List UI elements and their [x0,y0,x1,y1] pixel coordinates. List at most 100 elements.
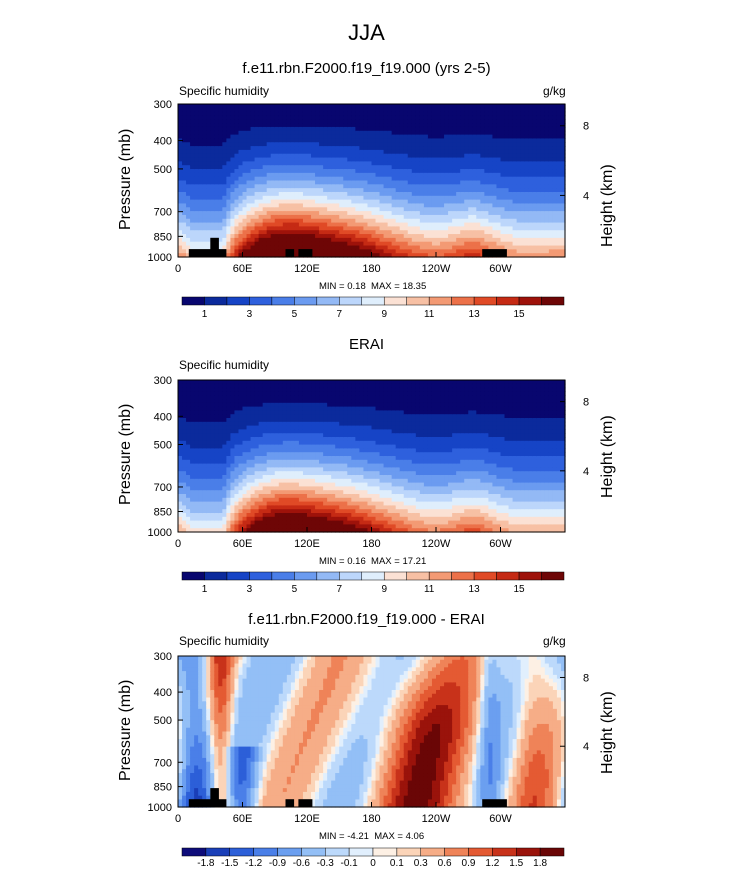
heatmap-cell [186,467,191,472]
heatmap-cell [274,520,280,525]
heatmap-cell [234,528,240,533]
heatmap-cell [367,218,373,224]
heatmap-cell [210,176,215,182]
heatmap-cell [544,176,550,182]
heatmap-cell [484,126,490,132]
heatmap-cell [230,134,236,140]
heatmap-cell [262,429,268,434]
heatmap-cell [190,440,195,446]
heatmap-cell [178,418,183,423]
heatmap-cell [270,104,276,109]
heatmap-cell [182,494,187,499]
heatmap-cell [178,410,183,415]
heatmap-cell [298,169,304,174]
heatmap-cell [488,172,494,178]
heatmap-cell [266,497,272,503]
heatmap-cell [520,226,526,231]
heatmap-cell [528,230,534,235]
heatmap-cell [391,226,397,231]
heatmap-cell [290,203,296,208]
heatmap-cell [190,176,195,182]
heatmap-cell [202,448,207,453]
heatmap-cell [544,115,550,120]
heatmap-cell [242,478,248,484]
heatmap-cell [371,123,377,128]
heatmap-cell [480,126,485,132]
heatmap-cell [262,149,268,155]
heatmap-cell [387,180,393,185]
heatmap-cell [270,471,276,476]
heatmap-cell [512,191,518,197]
heatmap-cell [508,230,514,235]
heatmap-cell [343,123,348,128]
heatmap-cell [226,467,232,472]
heatmap-cell [278,380,284,385]
heatmap-cell [218,226,223,231]
heatmap-cell [423,241,429,247]
heatmap-cell [254,478,260,484]
heatmap-cell [214,391,219,396]
heatmap-cell [222,456,227,461]
heatmap-cell [456,123,461,128]
heatmap-cell [286,234,292,239]
heatmap-cell [262,383,268,389]
heatmap-cell [234,505,240,510]
heatmap-cell [298,149,304,155]
heatmap-cell [339,138,344,143]
heatmap-cell [351,104,356,109]
heatmap-cell [391,138,397,143]
heatmap-cell [246,146,252,151]
heatmap-cell [311,249,316,254]
heatmap-cell [339,230,344,235]
heatmap-cell [407,207,413,212]
heatmap-cell [206,214,211,220]
heatmap-cell [190,513,195,518]
heatmap-cell [302,111,308,117]
heatmap-cell [210,452,215,457]
heatmap-cell [403,203,409,208]
heatmap-cell [335,126,340,132]
heatmap-cell [218,437,223,442]
heatmap-cell [311,188,316,193]
heatmap-cell [411,149,417,155]
heatmap-cell [302,184,308,189]
colorbar-swatch [428,296,452,306]
heatmap-cell [431,130,437,136]
heatmap-cell [182,237,187,243]
heatmap-cell [431,237,437,243]
heatmap-cell [214,452,219,457]
heatmap-cell [415,134,421,140]
heatmap-cell [379,211,385,216]
heatmap-cell [307,123,312,128]
heatmap-cell [302,211,308,216]
heatmap-cell [556,214,562,220]
heatmap-cell [226,509,232,514]
heatmap-cell [262,528,268,533]
heatmap-cell [242,115,248,120]
heatmap-cell [226,440,232,446]
heatmap-cell [399,169,405,174]
heatmap-cell [379,130,385,136]
heatmap-cell [371,153,377,159]
heatmap-cell [500,226,506,231]
heatmap-cell [178,214,183,220]
heatmap-cell [222,119,227,124]
heatmap-cell [262,391,268,396]
heatmap-cell [242,134,248,140]
heatmap-cell [286,207,292,212]
heatmap-cell [238,452,244,457]
heatmap-cell [528,169,534,174]
heatmap-cell [375,138,381,143]
heatmap-cell [266,448,272,453]
heatmap-cell [436,203,441,208]
heatmap-cell [359,157,365,162]
heatmap-cell [214,482,219,487]
heatmap-cell [226,199,232,205]
heatmap-cell [266,184,272,189]
heatmap-cell [379,157,385,162]
heatmap-cell [343,153,348,159]
heatmap-cell [254,249,260,254]
heatmap-cell [315,253,320,258]
heatmap-cell [278,119,284,124]
heatmap-cell [186,237,191,243]
